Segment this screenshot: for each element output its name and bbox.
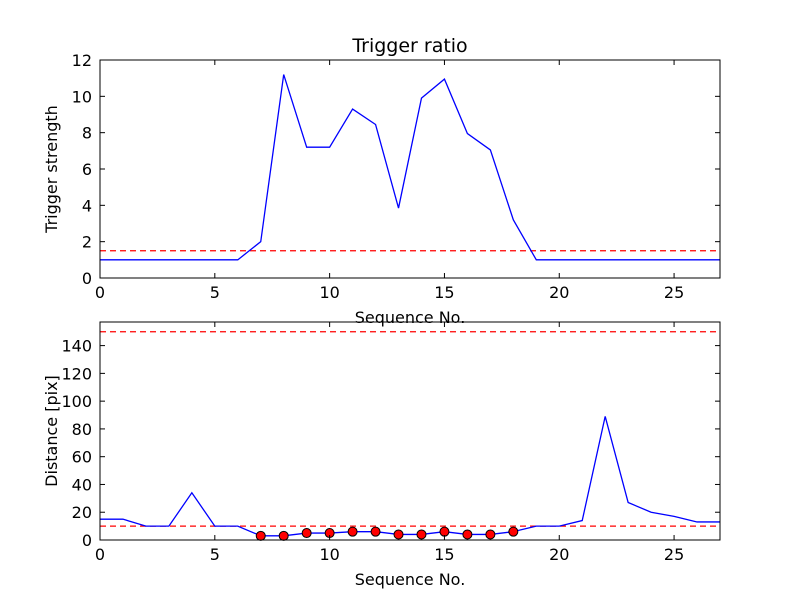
bottom-y-tick-label: 80	[72, 420, 92, 439]
bottom-marker-point	[462, 529, 473, 540]
bottom-marker-point	[347, 526, 358, 537]
bottom-marker-point	[485, 529, 496, 540]
bottom-marker-point	[301, 528, 312, 539]
top-x-axis-label: Sequence No.	[355, 308, 466, 327]
bottom-x-axis-label: Sequence No.	[355, 570, 466, 589]
bottom-marker-point	[370, 526, 381, 537]
bottom-x-tick-label: 0	[95, 545, 105, 564]
top-x-tick-label: 10	[319, 283, 339, 302]
bottom-marker-point	[393, 529, 404, 540]
bottom-series-line-0	[100, 416, 720, 537]
bottom-y-tick-label: 140	[61, 337, 92, 356]
top-plot: 0 5 10 15 20 25 0 2 4 6 8 10 12 Trigger strength Trigg…	[42, 35, 721, 302]
bottom-y-tick-label: 100	[61, 392, 92, 411]
bottom-y-tick-label: 0	[82, 531, 92, 550]
bottom-y-tick-label: 20	[72, 503, 92, 522]
top-y-tick-label: 12	[72, 51, 92, 70]
top-y-tick-label: 6	[82, 160, 92, 179]
bottom-axes-frame	[99, 321, 721, 541]
bottom-marker-point	[278, 530, 289, 541]
top-y-tick-label: 4	[82, 196, 92, 215]
bottom-y-tick-label: 40	[72, 475, 92, 494]
bottom-y-tick-label: 60	[72, 448, 92, 467]
bottom-y-tick-label: 120	[61, 364, 92, 383]
top-x-tick-label: 0	[95, 283, 105, 302]
top-y-axis-label: Trigger strength	[42, 105, 61, 234]
bottom-x-tick-label: 5	[210, 545, 220, 564]
top-series-line-0	[100, 74, 720, 261]
bottom-y-axis-label: Distance [pix]	[42, 375, 61, 487]
top-x-tick-label: 25	[664, 283, 684, 302]
bottom-marker-point	[255, 530, 266, 541]
bottom-plot: 0 5 10 15 20 25 0 20 40 60 80 100 120 140 Sequence No.…	[42, 321, 721, 589]
top-x-tick-label: 5	[210, 283, 220, 302]
bottom-marker-point	[439, 526, 450, 537]
top-x-tick-label: 20	[549, 283, 569, 302]
bottom-x-tick-label: 25	[664, 545, 684, 564]
top-chart-title: Trigger ratio	[351, 35, 467, 57]
bottom-x-tick-label: 20	[549, 545, 569, 564]
bottom-x-tick-label: 10	[319, 545, 339, 564]
top-y-tick-label: 2	[82, 233, 92, 252]
top-y-tick-label: 10	[72, 87, 92, 106]
bottom-marker-point	[508, 526, 519, 537]
bottom-marker-point	[416, 529, 427, 540]
bottom-x-tick-label: 15	[434, 545, 454, 564]
top-axes-frame	[99, 59, 721, 279]
top-x-tick-label: 15	[434, 283, 454, 302]
top-y-tick-label: 0	[82, 269, 92, 288]
top-y-tick-label: 8	[82, 124, 92, 143]
